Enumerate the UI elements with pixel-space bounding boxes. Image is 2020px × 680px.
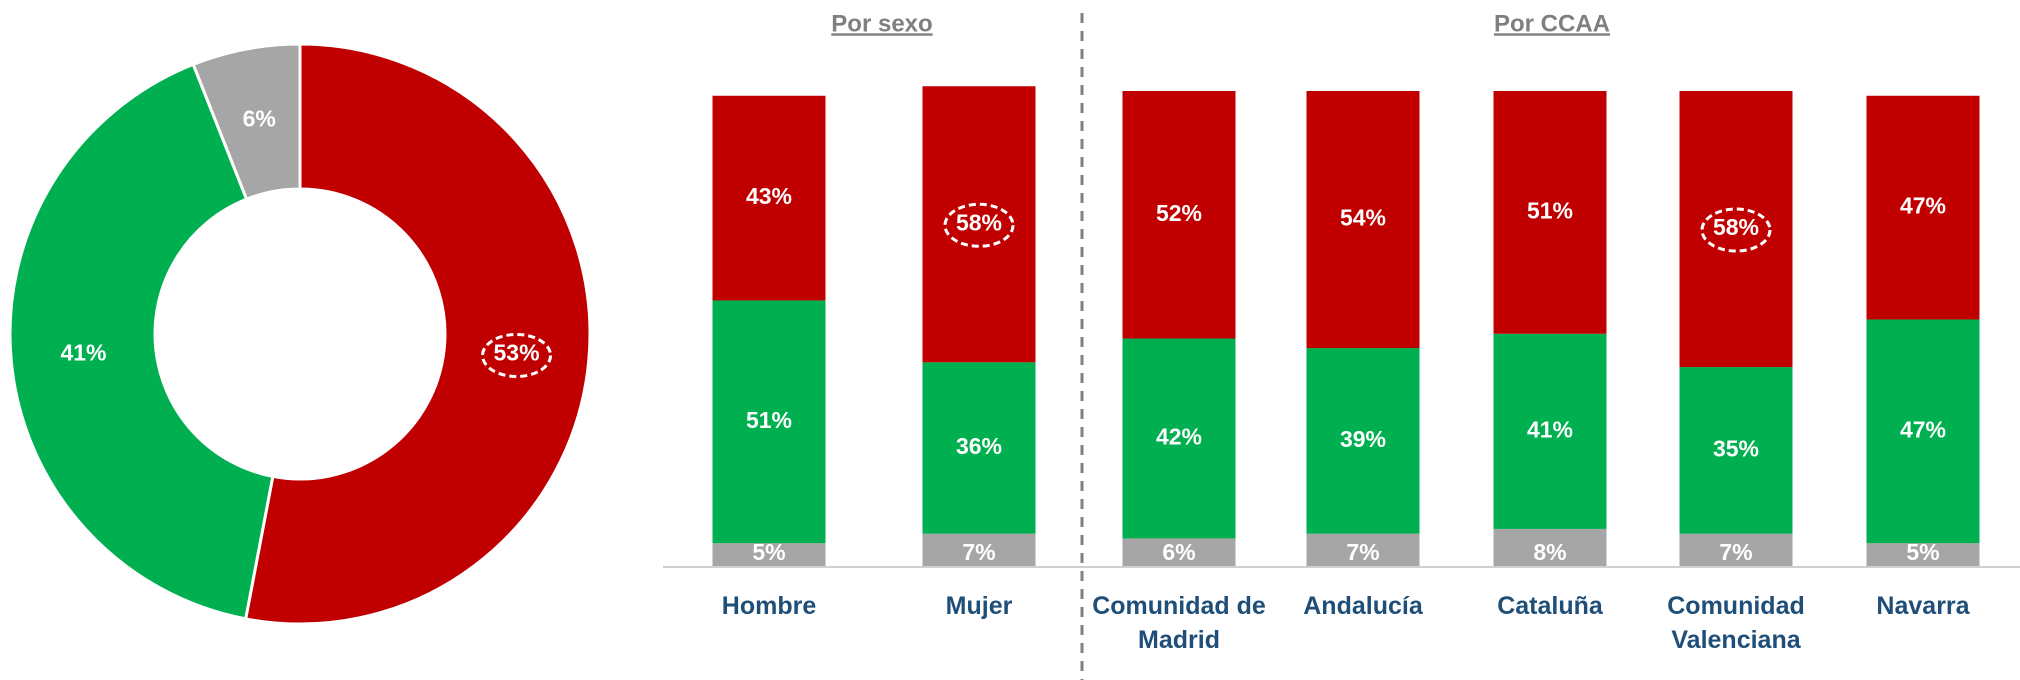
bar-segment (1306, 348, 1420, 534)
highlight (943, 202, 1015, 248)
bar-segment (1122, 338, 1236, 539)
donut-slice (243, 42, 592, 626)
highlight (481, 332, 553, 378)
bar-segment (1866, 95, 1980, 320)
bar-segment (1679, 91, 1793, 368)
data-label: 53% (494, 340, 540, 366)
bar-segment (712, 300, 826, 544)
data-label: 8% (1533, 539, 1566, 565)
x-tick-label: Mujer (945, 592, 1013, 620)
bar-segment (922, 362, 1036, 534)
bar-segment (1866, 543, 1980, 567)
donut-slice (191, 42, 302, 202)
data-label: 58% (956, 209, 1002, 235)
data-label: 41% (1527, 416, 1573, 442)
data-label: 42% (1156, 424, 1202, 450)
bar-segment (1493, 91, 1607, 334)
data-label: 7% (1719, 539, 1752, 565)
data-label: 47% (1900, 416, 1946, 442)
x-tick-label: Cataluña (1497, 592, 1603, 620)
bar-segment (1679, 533, 1793, 567)
donut-slice (8, 62, 275, 621)
x-tick-label: Hombre (721, 592, 817, 620)
highlight (1700, 207, 1772, 253)
data-label: 5% (752, 539, 785, 565)
data-label: 6% (243, 105, 276, 131)
x-tick-label: Andalucía (1303, 592, 1423, 620)
bar-segment (1866, 319, 1980, 544)
data-label: 5% (1906, 539, 1939, 565)
bar-segment (1306, 91, 1420, 349)
bar-segment (1306, 533, 1420, 567)
data-label: 7% (962, 539, 995, 565)
data-label: 51% (1527, 197, 1573, 223)
bar-segment (712, 95, 826, 301)
data-label: 41% (60, 340, 106, 366)
data-label: 6% (1162, 539, 1195, 565)
data-label: 7% (1346, 539, 1379, 565)
bar-segment (1493, 528, 1607, 567)
bar-segment (1122, 538, 1236, 567)
bar-segment (712, 543, 826, 567)
data-label: 51% (746, 407, 792, 433)
x-tick-label: Comunidad Valenciana (1667, 592, 1805, 654)
data-label: 43% (746, 183, 792, 209)
data-label: 47% (1900, 193, 1946, 219)
data-label: 35% (1713, 435, 1759, 461)
data-label: 58% (1713, 214, 1759, 240)
x-tick-label: Navarra (1876, 592, 1970, 620)
bar-segment (922, 533, 1036, 567)
bar-segment (922, 86, 1036, 363)
bar-segment (1679, 367, 1793, 534)
group-label: Por CCAA (1494, 10, 1610, 37)
data-label: 39% (1340, 426, 1386, 452)
data-label: 36% (956, 433, 1002, 459)
x-tick-label: Comunidad de Madrid (1092, 592, 1266, 654)
group-label: Por sexo (831, 10, 932, 37)
bar-segment (1493, 333, 1607, 529)
data-label: 52% (1156, 200, 1202, 226)
data-label: 54% (1340, 205, 1386, 231)
bar-segment (1122, 91, 1236, 339)
